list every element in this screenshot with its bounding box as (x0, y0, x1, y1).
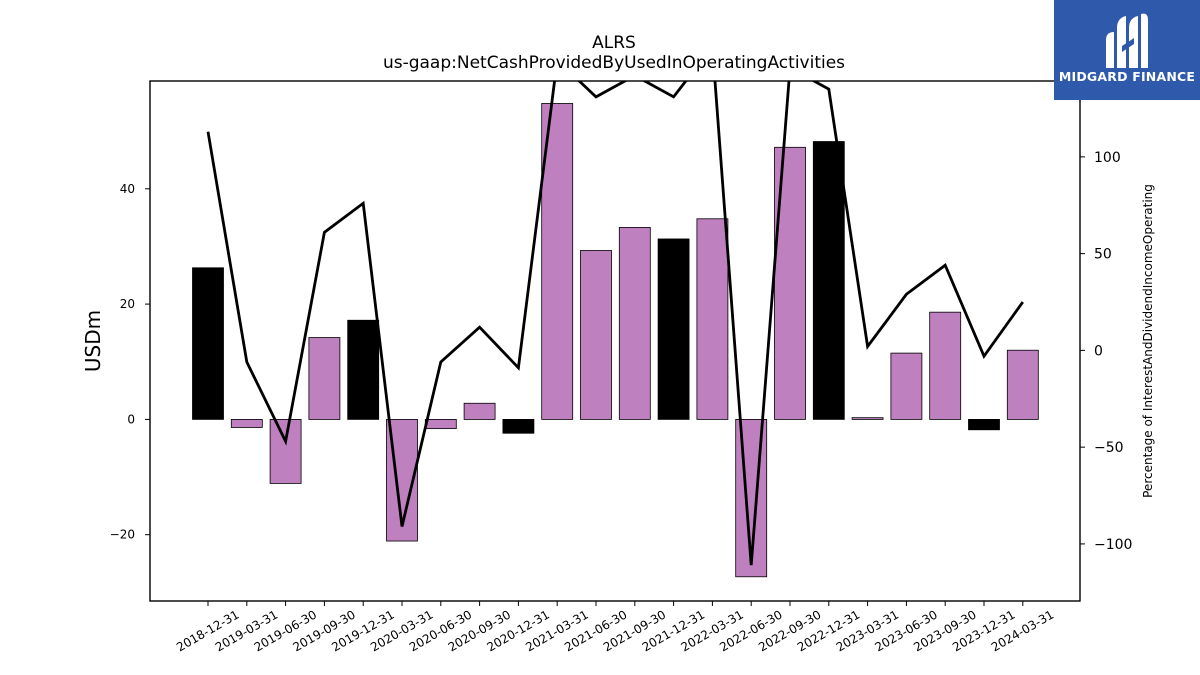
bar-2023-12-31 (968, 419, 1000, 431)
bar-2019-03-31 (230, 419, 263, 428)
midgard-m-logo-icon (1106, 13, 1148, 69)
y2-tick-label: 50 (1094, 247, 1112, 263)
bar-2020-09-30 (463, 402, 496, 420)
line-series (206, 81, 1024, 566)
y-axis-left: −20 0 20 40 (110, 182, 150, 542)
bar-2021-09-30 (618, 227, 651, 420)
bar-2022-03-31 (696, 218, 729, 420)
bar-2020-06-30 (424, 419, 457, 430)
bar-2023-03-31 (851, 417, 884, 420)
bar-2021-03-31 (541, 103, 574, 420)
y-tick-label: 40 (120, 182, 135, 196)
y-tick-label: 0 (127, 412, 135, 426)
bar-2020-12-31 (502, 419, 535, 434)
bar-2022-09-30 (774, 146, 806, 420)
bar-2019-09-30 (308, 337, 341, 420)
x-axis: 2018-12-312019-03-312019-06-302019-09-30… (174, 601, 1056, 654)
y2-tick-label: −50 (1094, 440, 1124, 456)
bar-2021-06-30 (580, 250, 612, 420)
bar-series (192, 103, 1039, 578)
y-axis-right: −100 −50 0 50 100 (1080, 150, 1132, 553)
percentage-line (206, 81, 1024, 566)
y-tick-label: −20 (110, 528, 135, 542)
bar-2023-09-30 (929, 311, 962, 420)
y-tick-label: 20 (120, 297, 135, 311)
y2-tick-label: 100 (1094, 150, 1121, 166)
bar-2019-12-31 (347, 319, 380, 420)
bar-2023-06-30 (890, 352, 923, 420)
brand-logo: MIDGARD FINANCE (1054, 0, 1200, 100)
bar-2024-03-31 (1006, 349, 1039, 420)
bar-2019-06-30 (269, 419, 302, 484)
bar-2018-12-31 (192, 267, 224, 420)
y2-tick-label: −100 (1094, 537, 1132, 553)
y2-axis-label: Percentage of InterestAndDividendIncomeO… (1141, 184, 1155, 498)
bar-2022-12-31 (812, 141, 845, 420)
bar-2021-12-31 (657, 238, 690, 420)
plot-frame (149, 80, 1081, 602)
brand-name: MIDGARD FINANCE (1058, 69, 1196, 84)
chart-title-line-1: ALRS (592, 33, 636, 53)
y2-tick-label: 0 (1094, 343, 1103, 359)
chart-title-line-2: us-gaap:NetCashProvidedByUsedInOperating… (383, 53, 845, 73)
y-axis-label: USDm (81, 310, 105, 372)
